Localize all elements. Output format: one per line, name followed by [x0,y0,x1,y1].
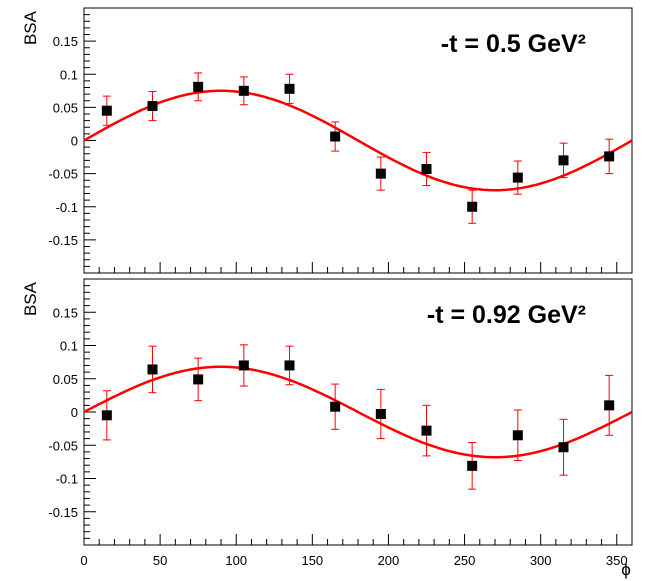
data-point [284,83,295,94]
x-axis-title: ϕ [621,560,631,579]
data-point [330,131,341,142]
y-tick-label: 0.05 [53,372,78,387]
y-tick-label: 0 [71,405,78,420]
data-point [193,81,204,92]
data-point [604,151,615,162]
y-tick-label: -0.1 [56,472,78,487]
fit-curve [83,365,633,459]
data-point [330,401,341,412]
x-ticks [83,534,633,545]
x-tick-label: 350 [606,553,628,568]
panel-2: 0.15 0.1 0.05 0 -0.05 -0.1 -0.15 0 50 100 150 200 25… [21,278,633,579]
y-axis-title: BSA [21,10,40,45]
data-point [101,410,112,421]
y-tick-label: 0.15 [53,34,78,49]
y-tick-label: -0.05 [48,167,78,182]
data-point [193,374,204,385]
y-tick-label: -0.15 [48,505,78,520]
y-ticks [84,14,96,267]
panel-1: 0.15 0.1 0.05 0 -0.05 -0.1 -0.15 BSA -t = 0.5 Ge… [21,7,633,274]
y-ticks [84,285,96,539]
data-point [558,155,569,166]
data-point [512,172,523,183]
data-point [147,364,158,375]
data-point [375,408,386,419]
y-tick-label: -0.1 [56,200,78,215]
data-point [604,400,615,411]
fit-curve [83,89,633,192]
panel-annotation: -t = 0.92 GeV² [427,301,586,329]
x-ticks [83,262,633,273]
data-point [238,85,249,96]
data-point [375,168,386,179]
y-tick-label: -0.05 [48,438,78,453]
data-point [147,101,158,112]
data-point [421,163,432,174]
y-tick-label: 0.15 [53,305,78,320]
x-tick-label: 300 [530,553,552,568]
data-point [467,460,478,471]
data-point [467,201,478,212]
x-tick-label: 150 [301,553,323,568]
data-point [421,425,432,436]
panel-annotation: -t = 0.5 GeV² [441,30,586,58]
data-point [284,360,295,371]
x-tick-label: 50 [153,553,167,568]
data-point [238,360,249,371]
y-axis-title: BSA [21,281,40,316]
y-tick-label: -0.15 [48,233,78,248]
data-point [101,105,112,116]
x-tick-label: 200 [378,553,400,568]
y-tick-label: 0.05 [53,100,78,115]
data-point [558,442,569,453]
x-tick-label: 100 [225,553,247,568]
data-point [512,430,523,441]
y-tick-label: 0 [71,134,78,149]
x-tick-label: 250 [454,553,476,568]
x-tick-label: 0 [80,553,87,568]
y-tick-label: 0.1 [60,67,78,82]
y-tick-label: 0.1 [60,339,78,354]
